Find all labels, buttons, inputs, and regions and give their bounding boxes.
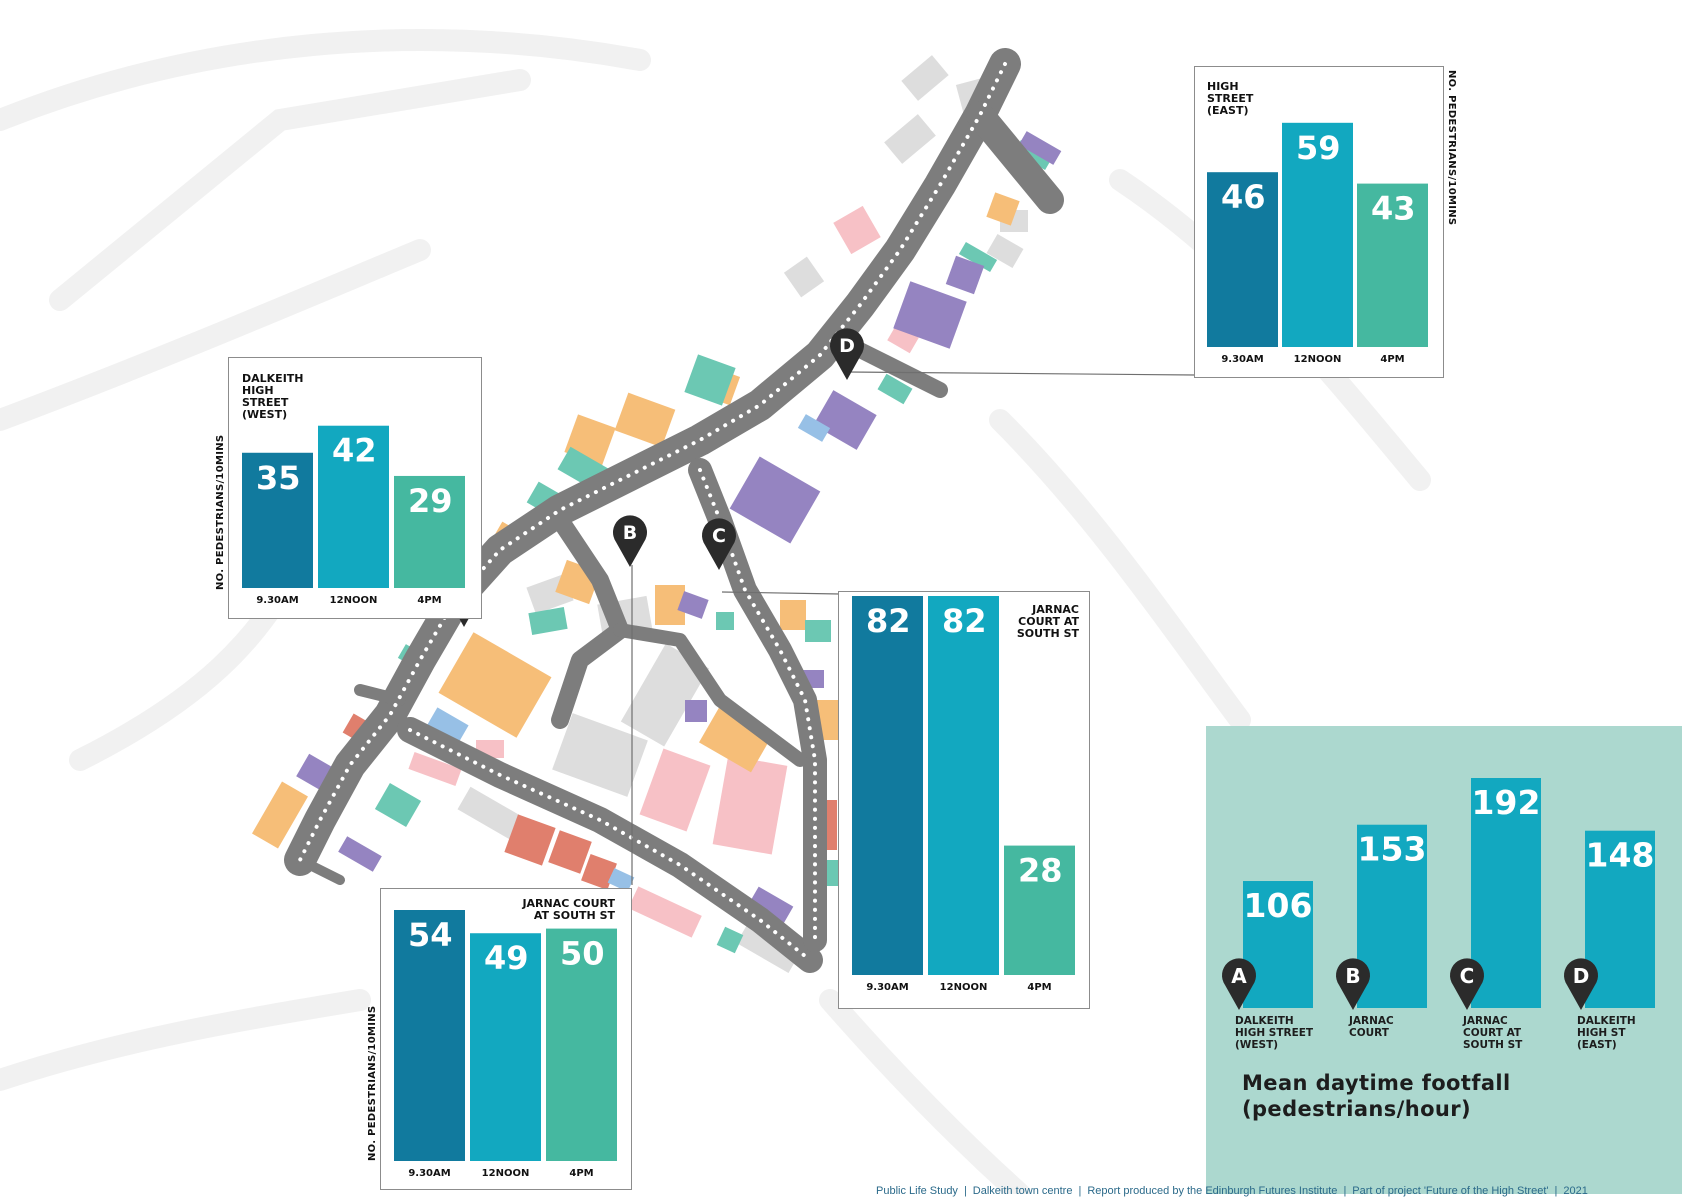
bar-c-12noon	[928, 596, 999, 975]
svg-text:C: C	[712, 525, 726, 547]
bar-value-label: 59	[1296, 129, 1341, 167]
svg-text:D: D	[839, 335, 855, 357]
mean-footfall-panel: 106 A DALKEITH HIGH STREET (WEST) 153 B JARNAC C…	[1206, 726, 1682, 1194]
footer-producer: Report produced by the Edinburgh Futures…	[1087, 1185, 1338, 1197]
mean-footfall-bar-a	[1243, 881, 1313, 1008]
tick-label: 4PM	[569, 1168, 593, 1179]
bar-value-label: 29	[408, 482, 453, 520]
bar-value-label: 35	[256, 459, 301, 497]
footer-credits: Public Life Study | Dalkeith town centre | R…	[876, 1185, 1588, 1197]
svg-text:B: B	[1345, 964, 1360, 988]
svg-text:D: D	[1573, 964, 1590, 988]
bar-value-label: 46	[1221, 178, 1266, 216]
bar-a-9.30am	[242, 452, 313, 588]
bar-value-label: 50	[560, 935, 605, 973]
tick-label: 9.30AM	[408, 1168, 450, 1179]
tick-label: 9.30AM	[866, 982, 908, 993]
tick-label: 4PM	[1380, 354, 1404, 365]
svg-text:C: C	[1460, 964, 1475, 988]
chart-panel-d: HIGH STREET (EAST) NO. PEDESTRIANS/10MIN…	[1194, 66, 1457, 378]
tick-label: 9.30AM	[1221, 354, 1263, 365]
mean-footfall-value: 148	[1586, 836, 1655, 875]
road-dots	[298, 62, 1007, 962]
bar-a-4pm	[394, 475, 465, 588]
mean-footfall-title: Mean daytime footfall (pedestrians/hour)	[1242, 1071, 1511, 1121]
bar-b-12noon	[470, 933, 541, 1161]
bar-value-label: 82	[942, 602, 987, 640]
y-axis-label-a: NO. PEDESTRIANS/10MINS	[215, 434, 226, 590]
tick-label: 9.30AM	[256, 595, 298, 606]
mean-footfall-category-label: JARNAC COURT AT SOUTH ST	[1462, 1015, 1523, 1051]
location-pin-icon: A	[1222, 958, 1256, 1010]
background-streets	[0, 29, 1431, 1194]
footer-study: Public Life Study	[876, 1185, 958, 1197]
bar-value-label: 43	[1371, 190, 1416, 228]
bar-c-4pm	[1004, 845, 1075, 975]
footer-year: 2021	[1563, 1185, 1588, 1197]
bar-c-9.30am	[852, 596, 923, 975]
location-pin-icon: B	[1336, 958, 1370, 1010]
chart-panel-c: JARNAC COURT AT SOUTH ST 82 9.30AM 82 12NOO…	[838, 591, 1090, 1009]
footer-project: Part of project 'Future of the High Stre…	[1352, 1185, 1549, 1197]
bar-b-4pm	[546, 928, 617, 1161]
chart-title-a: DALKEITH HIGH STREET (WEST)	[242, 372, 304, 421]
mean-footfall-value: 106	[1244, 886, 1313, 925]
tick-label: 12NOON	[940, 982, 988, 993]
bar-value-label: 82	[866, 602, 911, 640]
bar-value-label: 49	[484, 939, 529, 977]
chart-title-d: HIGH STREET (EAST)	[1207, 80, 1254, 117]
bar-chart-c: 82 9.30AM 82 12NOON 28 4PM	[852, 596, 1075, 993]
buildings	[252, 55, 1062, 973]
bar-value-label: 54	[408, 916, 453, 954]
bar-chart-d: 46 9.30AM 59 12NOON 43 4PM	[1207, 122, 1428, 365]
footer-location: Dalkeith town centre	[972, 1185, 1073, 1197]
mean-footfall-value: 153	[1358, 830, 1427, 869]
tick-label: 4PM	[1027, 982, 1051, 993]
chart-title-b: JARNAC COURT AT SOUTH ST	[522, 897, 615, 922]
svg-text:A: A	[1231, 964, 1247, 988]
bar-d-9.30am	[1207, 172, 1278, 347]
mean-footfall-chart: 106 A DALKEITH HIGH STREET (WEST) 153 B JARNAC C…	[1222, 778, 1655, 1051]
bar-chart-b: 54 9.30AM 49 12NOON 50 4PM	[394, 910, 617, 1179]
tick-label: 12NOON	[330, 595, 378, 606]
chart-panel-b: JARNAC COURT AT SOUTH ST NO. PEDESTRIANS…	[367, 888, 632, 1190]
mean-footfall-category-label: DALKEITH HIGH ST (EAST)	[1577, 1015, 1636, 1051]
mean-footfall-category-label: JARNAC COURT	[1348, 1015, 1394, 1039]
tick-label: 4PM	[417, 595, 441, 606]
map-marker-d-icon: D	[830, 328, 865, 380]
svg-text:B: B	[623, 522, 637, 544]
bar-chart-a: 35 9.30AM 42 12NOON 29 4PM	[242, 425, 465, 606]
chart-title-c: JARNAC COURT AT SOUTH ST	[1016, 603, 1079, 640]
location-pin-icon: C	[1450, 958, 1484, 1010]
bar-d-4pm	[1357, 183, 1428, 347]
tick-label: 12NOON	[1294, 354, 1342, 365]
tick-label: 12NOON	[482, 1168, 530, 1179]
chart-panel-a: DALKEITH HIGH STREET (WEST) NO. PEDESTRI…	[215, 357, 482, 619]
mean-footfall-category-label: DALKEITH HIGH STREET (WEST)	[1235, 1015, 1314, 1051]
bar-d-12noon	[1282, 122, 1353, 347]
y-axis-label-d: NO. PEDESTRIANS/10MINS	[1446, 70, 1457, 226]
mean-footfall-value: 192	[1472, 783, 1541, 822]
bar-b-9.30am	[394, 910, 465, 1161]
bar-value-label: 42	[332, 432, 377, 470]
map-marker-b-icon: B	[613, 515, 647, 567]
bar-value-label: 28	[1018, 852, 1063, 890]
map-marker-c-icon: C	[702, 518, 737, 570]
location-pin-icon: D	[1564, 958, 1598, 1010]
bar-a-12noon	[318, 425, 389, 588]
y-axis-label-b: NO. PEDESTRIANS/10MINS	[367, 1005, 378, 1161]
leader-lines	[631, 371, 1196, 885]
